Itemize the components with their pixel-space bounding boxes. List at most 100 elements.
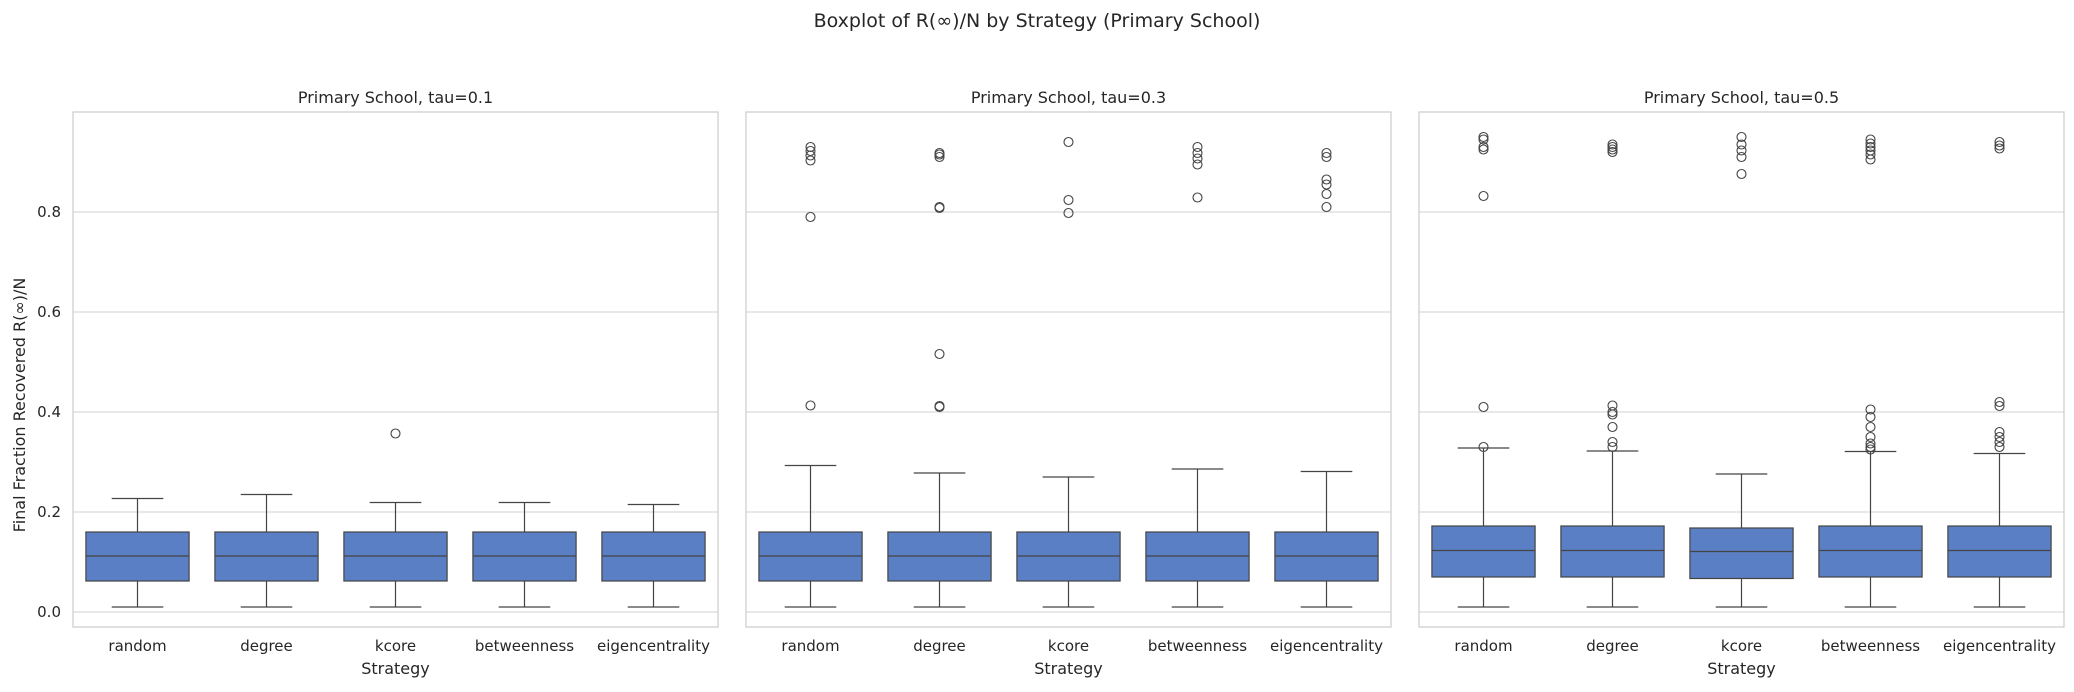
outlier-point [1736, 151, 1747, 163]
outlier-point [1478, 141, 1489, 153]
outlier-point [1865, 149, 1876, 160]
outlier-point [1736, 131, 1747, 143]
x-tick-label: betweenness [1148, 637, 1247, 655]
outlier-point [1478, 131, 1489, 143]
outlier-point [1865, 411, 1876, 423]
outlier-point [805, 141, 816, 153]
outlier-point [1865, 438, 1876, 449]
y-axis-label: Final Fraction Recovered R(∞)/N [10, 278, 29, 533]
outlier-point [1478, 401, 1489, 413]
outlier-point [1865, 138, 1876, 149]
box-degree [1560, 525, 1665, 578]
outlier-point [1994, 396, 2005, 408]
y-tick-label: 0.0 [37, 603, 61, 621]
panel-title: Primary School, tau=0.3 [971, 88, 1166, 107]
outlier-point [1736, 145, 1747, 156]
outlier-point [1865, 441, 1876, 453]
x-tick-label: kcore [1048, 637, 1089, 655]
outlier-point [1865, 134, 1876, 145]
y-tick-label: 0.8 [37, 203, 61, 221]
outlier-point [1192, 159, 1203, 170]
outlier-point [934, 400, 945, 412]
outlier-point [1607, 406, 1618, 418]
x-tick-label: degree [240, 637, 293, 655]
box-eigencentrality [1947, 525, 2052, 578]
outlier-point [1063, 194, 1074, 206]
outlier-point [1478, 190, 1489, 202]
x-tick-label: betweenness [475, 637, 574, 655]
outlier-point [1478, 144, 1489, 155]
outlier-point [1994, 136, 2005, 148]
outlier-point [1865, 141, 1876, 153]
x-axis-label: Strategy [1707, 659, 1776, 678]
x-axis-label: Strategy [361, 659, 430, 678]
outlier-point [1321, 151, 1332, 163]
x-tick-label: eigencentrality [597, 637, 710, 655]
outlier-point [1865, 421, 1876, 433]
box-random [1431, 525, 1536, 578]
x-tick-label: degree [913, 637, 966, 655]
outlier-point [1865, 444, 1876, 455]
outlier-point [1994, 431, 2005, 443]
outlier-point [1192, 147, 1203, 159]
panel-title: Primary School, tau=0.1 [298, 88, 493, 107]
outlier-point [1321, 147, 1332, 159]
plot-frame [1418, 111, 2065, 628]
x-tick-label: eigencentrality [1943, 637, 2056, 655]
outlier-point [1607, 441, 1618, 453]
outlier-point [805, 211, 816, 223]
x-tick-label: random [781, 637, 839, 655]
outlier-point [805, 400, 816, 411]
box-betweenness [1818, 525, 1923, 578]
outlier-point [1192, 153, 1203, 164]
x-tick-label: kcore [375, 637, 416, 655]
outlier-point [1736, 139, 1747, 150]
box-kcore [1689, 527, 1794, 580]
outlier-point [1607, 144, 1618, 155]
outlier-point [1607, 421, 1618, 433]
outlier-point [390, 428, 401, 439]
outlier-point [1994, 140, 2005, 151]
plot-frame [72, 111, 719, 628]
outlier-point [1994, 143, 2005, 154]
outlier-point [1865, 431, 1876, 443]
outlier-point [1607, 400, 1618, 411]
y-tick-label: 0.6 [37, 303, 61, 321]
x-tick-label: degree [1586, 637, 1639, 655]
outlier-point [1321, 201, 1332, 213]
outlier-point [1994, 426, 2005, 438]
outlier-point [934, 151, 945, 163]
outlier-point [1192, 141, 1203, 153]
outlier-point [1478, 134, 1489, 145]
x-tick-label: random [108, 637, 166, 655]
y-tick-label: 0.2 [37, 503, 61, 521]
figure-title: Boxplot of R(∞)/N by Strategy (Primary S… [814, 10, 1261, 32]
outlier-point [1607, 436, 1618, 448]
outlier-point [1063, 207, 1074, 219]
outlier-point [1607, 139, 1618, 150]
x-tick-label: kcore [1721, 637, 1762, 655]
outlier-point [1994, 436, 2005, 448]
outlier-point [1607, 141, 1618, 153]
outlier-point [1865, 404, 1876, 415]
outlier-point [1607, 146, 1618, 158]
outlier-point [1478, 441, 1489, 453]
outlier-point [1321, 179, 1332, 190]
outlier-point [1736, 168, 1747, 180]
outlier-point [1321, 174, 1332, 185]
y-tick-label: 0.4 [37, 403, 61, 421]
outlier-point [934, 348, 945, 360]
outlier-point [934, 147, 945, 159]
outlier-point [1994, 400, 2005, 412]
outlier-point [1063, 136, 1074, 148]
panel-title: Primary School, tau=0.5 [1644, 88, 1839, 107]
outlier-point [1321, 188, 1332, 200]
outlier-point [1865, 145, 1876, 156]
x-tick-label: random [1454, 637, 1512, 655]
outlier-point [1192, 192, 1203, 203]
x-tick-label: eigencentrality [1270, 637, 1383, 655]
x-axis-label: Strategy [1034, 659, 1103, 678]
x-tick-label: betweenness [1821, 637, 1920, 655]
